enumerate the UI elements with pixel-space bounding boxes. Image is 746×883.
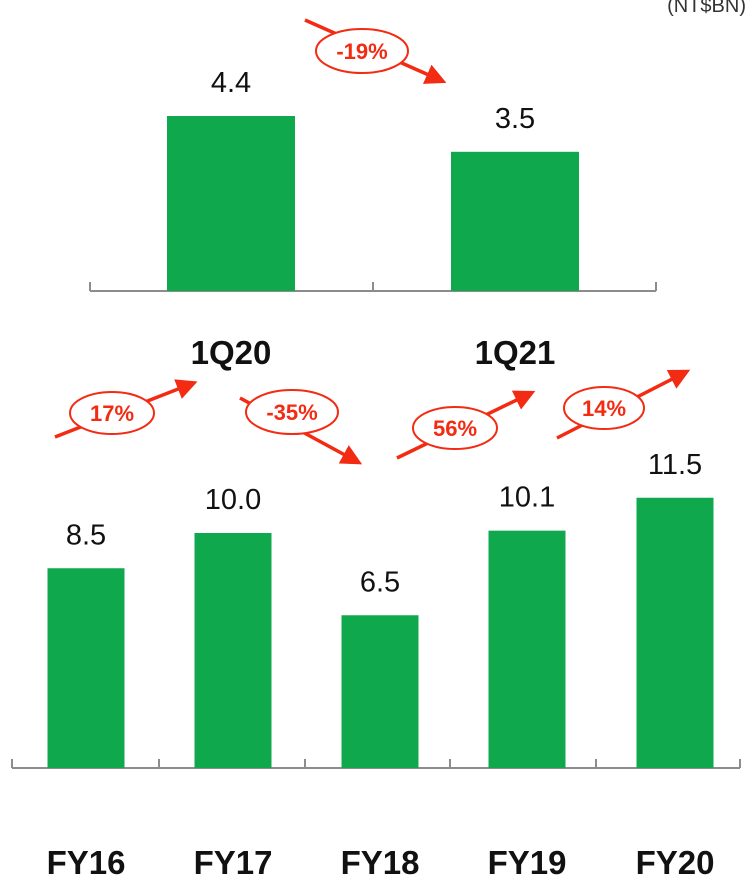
change-badge bbox=[412, 406, 498, 450]
bar-fy16 bbox=[47, 568, 125, 768]
value-label-fy17: 10.0 bbox=[205, 484, 261, 516]
change-callout: -19% bbox=[304, 18, 447, 84]
value-label-1q21: 3.5 bbox=[495, 103, 535, 135]
change-label: 14% bbox=[582, 396, 626, 421]
change-label: 56% bbox=[433, 416, 477, 441]
bar-fy19 bbox=[488, 530, 566, 768]
change-label: 17% bbox=[90, 401, 134, 426]
change-badge bbox=[69, 391, 155, 435]
value-label-fy18: 6.5 bbox=[360, 566, 400, 598]
bar-1q21 bbox=[451, 151, 579, 291]
bar-fy20 bbox=[636, 497, 714, 768]
change-callout: 14% bbox=[556, 369, 691, 440]
change-callout: 17% bbox=[54, 379, 198, 439]
quarterly-chart: 4.4 1Q20 3.5 1Q21 -19% bbox=[89, 18, 657, 371]
change-badge bbox=[563, 386, 645, 430]
bar-fy17 bbox=[194, 533, 272, 768]
change-callout: 56% bbox=[396, 390, 536, 460]
change-label: -19% bbox=[336, 39, 387, 64]
category-label-fy18: FY18 bbox=[341, 844, 420, 881]
unit-label: (NT$BN) bbox=[667, 0, 746, 17]
category-label-1q21: 1Q21 bbox=[475, 334, 556, 371]
category-label-1q20: 1Q20 bbox=[191, 334, 272, 371]
value-label-fy19: 10.1 bbox=[499, 482, 555, 514]
category-label-fy20: FY20 bbox=[636, 844, 715, 881]
category-label-fy19: FY19 bbox=[488, 844, 567, 881]
change-badge bbox=[315, 28, 409, 74]
category-label-fy17: FY17 bbox=[194, 844, 273, 881]
annual-chart: 8.5 FY16 10.0 FY17 6.5 FY18 10.1 FY19 11.5 FY20 17… bbox=[11, 369, 741, 881]
change-badge bbox=[245, 389, 339, 435]
change-label: -35% bbox=[266, 400, 317, 425]
change-callout: -35% bbox=[239, 389, 363, 465]
bar-1q20 bbox=[167, 116, 295, 292]
category-label-fy16: FY16 bbox=[47, 844, 126, 881]
bar-fy18 bbox=[341, 615, 419, 768]
value-label-1q20: 4.4 bbox=[211, 67, 251, 99]
value-label-fy16: 8.5 bbox=[66, 519, 106, 551]
value-label-fy20: 11.5 bbox=[648, 449, 702, 481]
